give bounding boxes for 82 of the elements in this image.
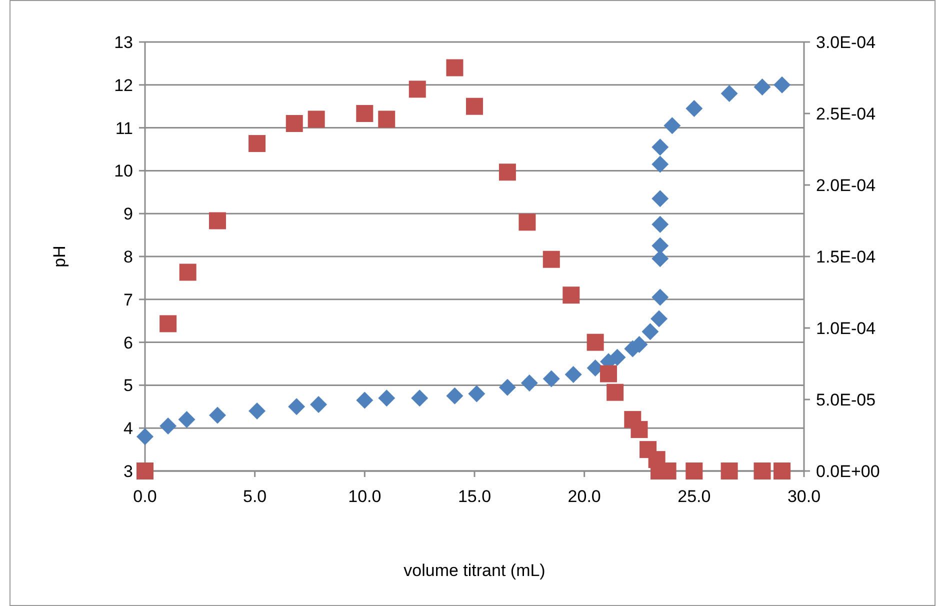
point [208,212,226,230]
point [774,462,791,480]
point [630,421,648,438]
point [286,115,303,132]
x-tick-label: 15.0 [458,487,492,506]
point [136,462,154,480]
point [310,396,328,414]
point [650,310,668,328]
y-tick-label: 4 [124,419,133,438]
point [446,387,464,404]
point [356,105,374,122]
y-tick-label: 10 [114,162,133,181]
y2-tick-label: 3.0E-04 [816,32,876,52]
y2-tick-label: 2.0E-04 [816,176,876,195]
y2-tick-label: 2.5E-04 [816,104,876,124]
point [208,406,226,424]
y-tick-label: 12 [114,76,133,95]
y-axis-title: pH [50,246,69,268]
point [664,117,681,134]
point [606,384,624,401]
point [520,374,538,392]
y2-tick-label: 0.0E+00 [816,462,880,481]
y-tick-label: 5 [124,376,133,396]
point [248,135,266,152]
point [468,385,486,402]
y-tick-label: 9 [124,204,133,224]
point [378,390,396,407]
point [288,398,306,416]
point [562,286,580,304]
point [642,323,659,340]
x-tick-label: 10.0 [348,487,382,506]
x-tick-label: 5.0 [243,487,267,506]
point [518,214,536,231]
y-tick-label: 13 [114,32,133,52]
point [411,390,428,407]
point [652,250,669,268]
point [652,138,669,156]
y-tick-label: 7 [124,290,133,310]
point [652,216,669,233]
y2-tick-label: 1.0E-04 [816,318,876,338]
point [652,237,669,254]
y2-tick-label: 5.0E-05 [816,390,876,410]
point [720,462,738,480]
point [774,76,791,94]
point [652,288,669,306]
point [586,334,604,351]
x-tick-label: 0.0 [133,487,157,506]
point [160,417,177,434]
point [542,370,560,388]
point [542,250,560,268]
point [378,110,396,128]
point [564,366,582,383]
point [408,80,426,98]
point [608,348,626,366]
point [498,378,516,396]
point [160,315,177,332]
point [652,156,669,173]
point [686,100,703,117]
point [136,428,154,446]
point [308,110,325,128]
point [600,365,617,382]
point [178,411,196,428]
x-axis-title: volume titrant (mL) [404,561,546,580]
point [179,264,196,281]
point [652,190,669,208]
point [754,462,771,480]
y-tick-label: 11 [115,118,133,138]
point [498,164,516,181]
point [754,78,771,96]
y2-tick-label: 1.5E-04 [816,247,876,266]
x-tick-label: 30.0 [787,487,821,506]
point [356,392,374,409]
y-tick-label: 8 [124,247,133,266]
point [686,462,703,480]
x-tick-label: 25.0 [678,487,711,506]
x-tick-label: 20.0 [568,487,601,506]
point [446,59,464,76]
point [248,402,266,420]
y-tick-label: 6 [124,333,133,352]
point [720,84,738,102]
point [466,98,483,115]
y-tick-label: 3 [124,462,133,481]
